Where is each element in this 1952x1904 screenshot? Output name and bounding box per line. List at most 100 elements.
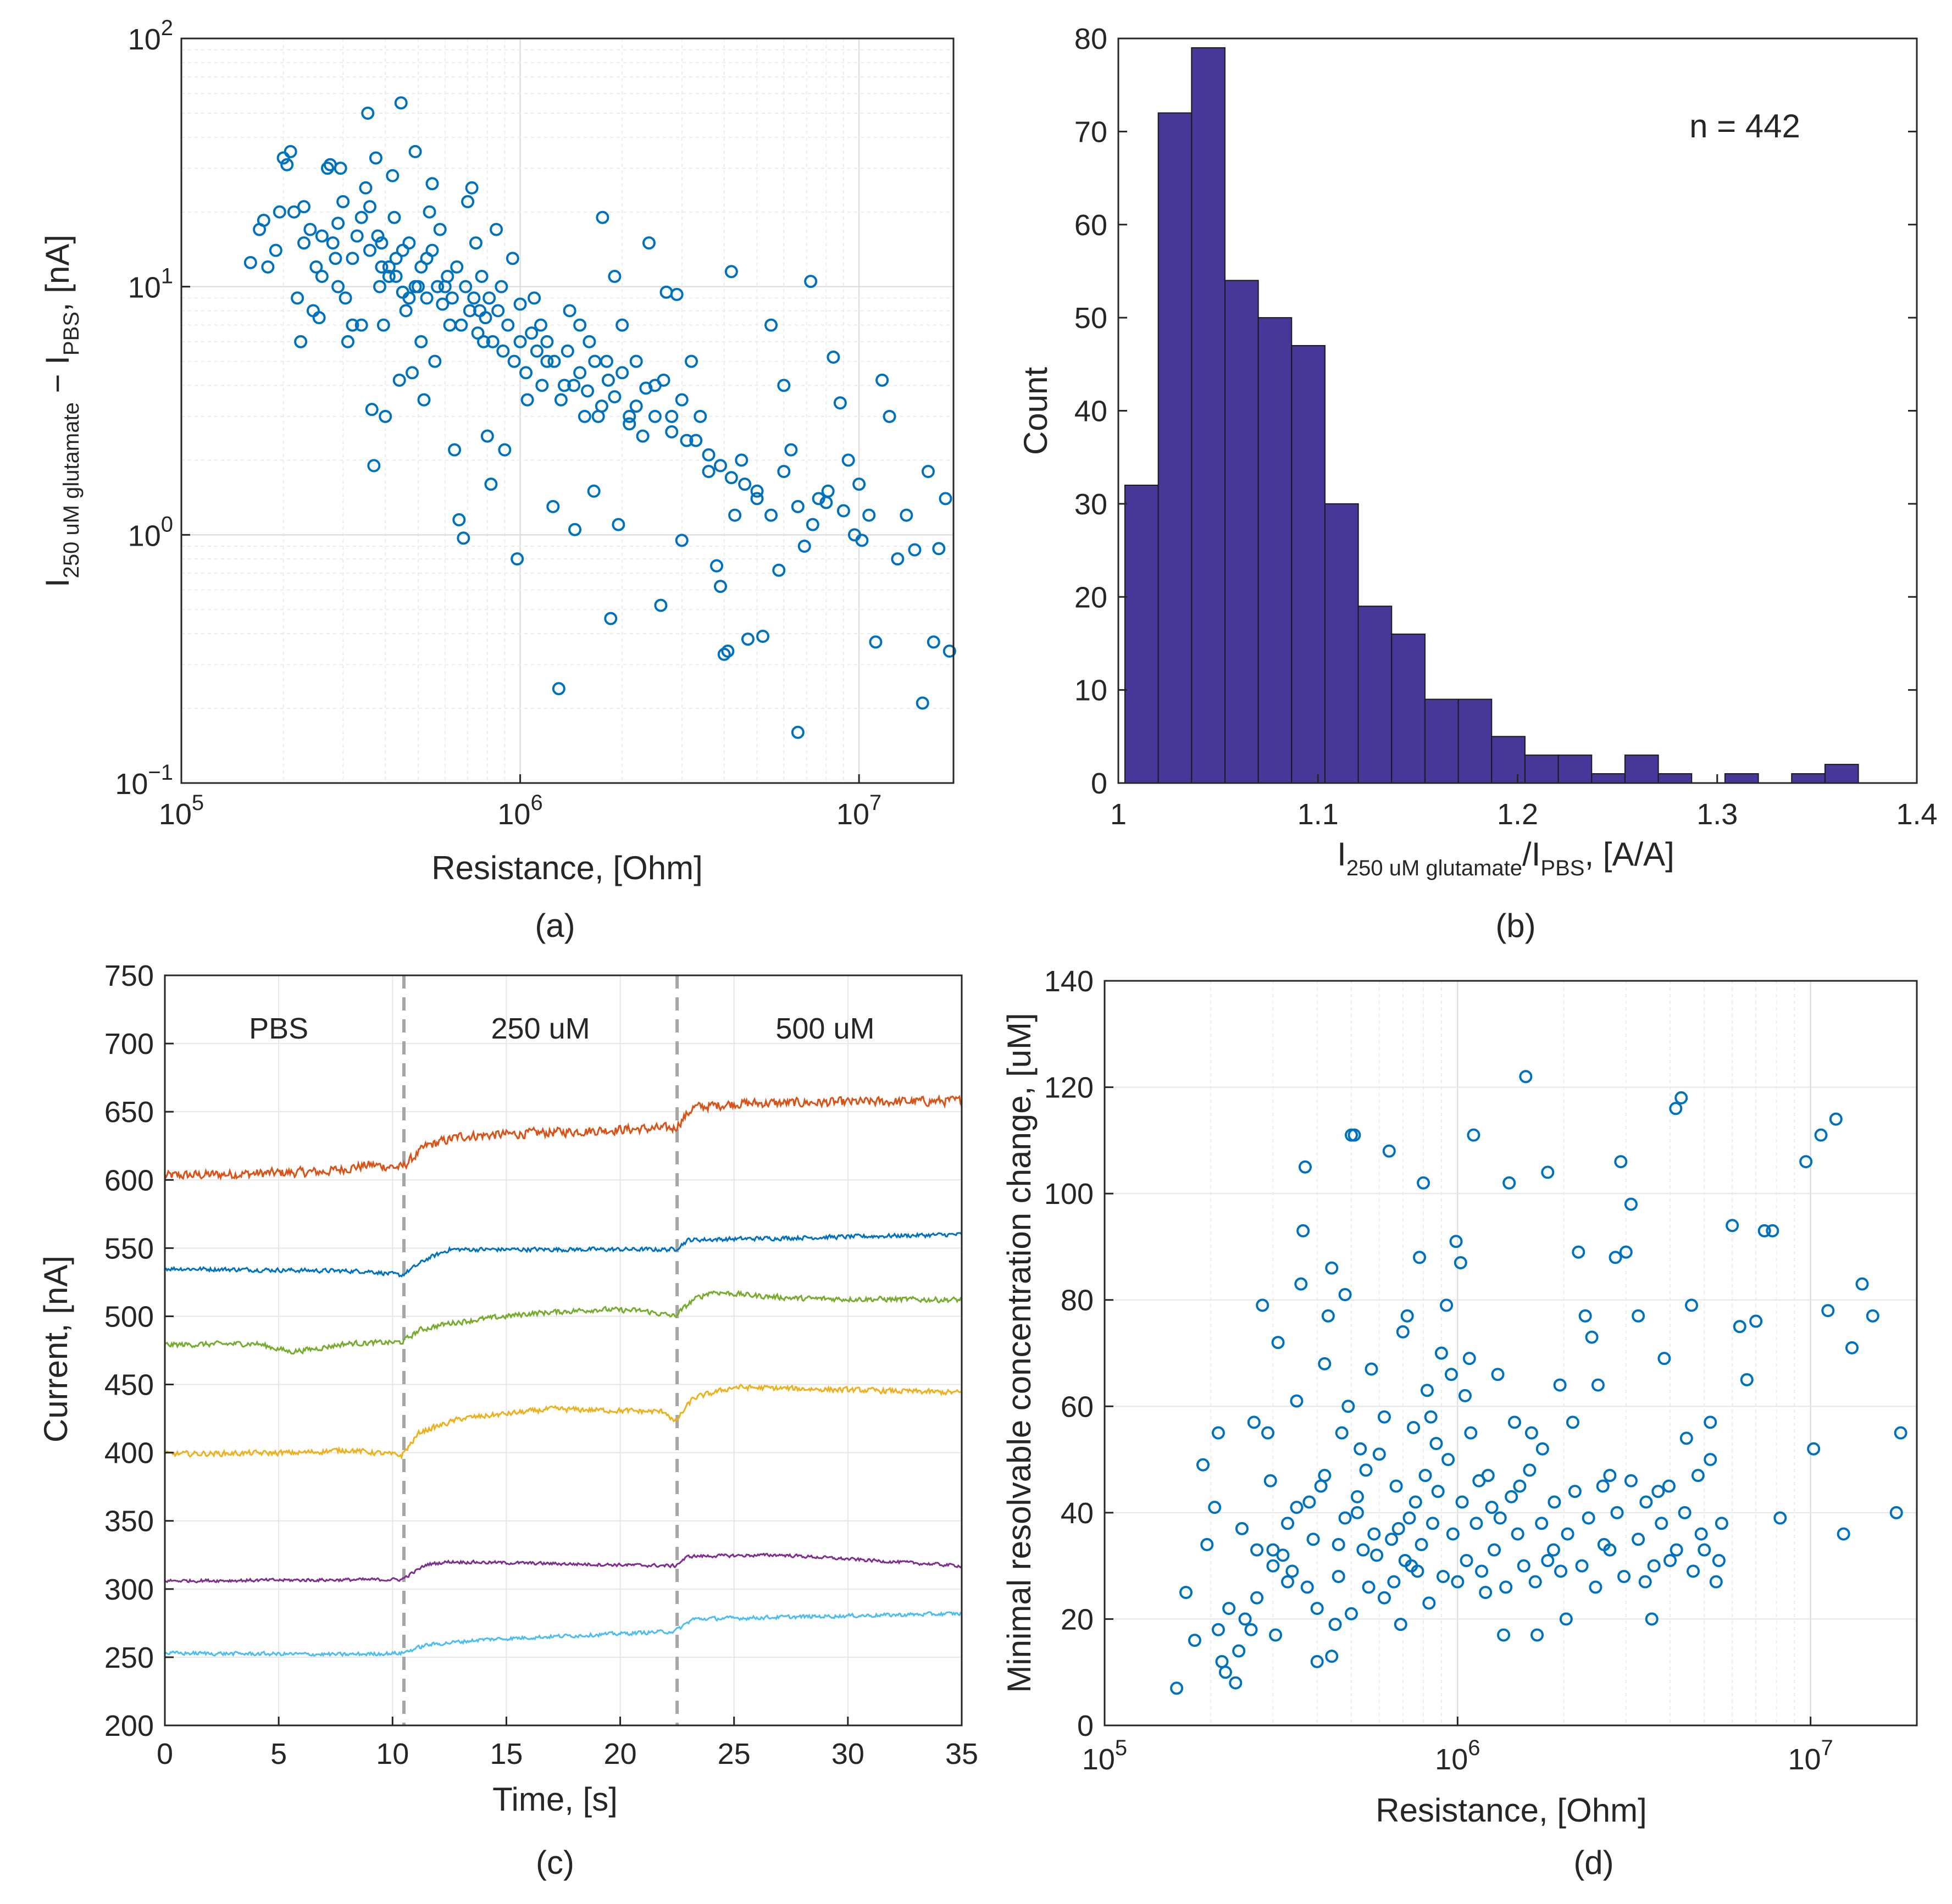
data-point xyxy=(1596,1479,1610,1493)
data-point xyxy=(513,335,527,348)
data-point xyxy=(1610,1506,1624,1519)
y-tick-label-d-5: 100 xyxy=(1044,1178,1094,1211)
histogram-bar xyxy=(1224,280,1259,784)
data-point xyxy=(287,205,301,219)
region-label-2: 500 uM xyxy=(775,1012,874,1045)
data-point xyxy=(1524,1426,1538,1440)
y-axis-label-b: Count xyxy=(1017,367,1054,455)
y-label-a-sub-glutamate: 250 uM glutamate xyxy=(59,402,84,578)
data-point xyxy=(1814,1128,1828,1142)
data-point xyxy=(1740,1373,1754,1386)
data-point xyxy=(1424,1410,1438,1424)
x-tick-label-d-2-exp: 7 xyxy=(1821,1736,1833,1760)
data-point xyxy=(454,318,468,332)
data-point xyxy=(496,344,510,358)
x-axis-label-d: Resistance, [Ohm] xyxy=(1376,1792,1647,1829)
y-tick-label-a-2: 101 xyxy=(128,264,173,304)
y-tick-label-a-0: 10−1 xyxy=(115,761,173,801)
y-tick-label-c-3: 350 xyxy=(104,1505,154,1538)
data-point xyxy=(483,291,496,305)
data-point xyxy=(1391,1522,1405,1535)
data-point xyxy=(309,260,323,274)
data-point xyxy=(389,269,403,283)
y-axis-label-a: I250 uM glutamate − IPBS, [nA] xyxy=(39,235,84,587)
y-tick-label-b-5: 50 xyxy=(1074,302,1107,335)
x-tick-label-a-2: 107 xyxy=(836,791,881,831)
data-point xyxy=(1655,1517,1668,1530)
data-point xyxy=(728,508,742,522)
data-point xyxy=(1290,1394,1304,1408)
data-point xyxy=(713,580,727,593)
x-label-b-unit: , [A/A] xyxy=(1584,836,1674,873)
data-point xyxy=(578,409,591,423)
data-point xyxy=(1507,1415,1521,1429)
data-point xyxy=(475,269,489,283)
data-point xyxy=(772,563,786,577)
data-point xyxy=(1575,1559,1589,1573)
data-point xyxy=(480,429,494,443)
y-tick-label-d-1: 20 xyxy=(1061,1603,1094,1636)
data-point xyxy=(1679,1431,1693,1445)
data-point xyxy=(797,540,811,553)
histogram-bar xyxy=(1524,754,1559,784)
data-point xyxy=(297,200,311,214)
data-point xyxy=(1499,1580,1513,1594)
data-point xyxy=(1347,1128,1361,1142)
data-point xyxy=(1188,1634,1201,1647)
data-point xyxy=(1460,1553,1473,1567)
y-tick-label-a-3: 102 xyxy=(128,16,173,56)
data-point xyxy=(1446,1527,1460,1541)
data-point xyxy=(1420,1384,1434,1397)
trace-yellow xyxy=(164,1383,962,1460)
x-tick-label-a-2-base: 10 xyxy=(836,798,869,831)
data-point xyxy=(1310,1655,1324,1668)
data-point xyxy=(329,252,342,265)
data-point xyxy=(1250,1591,1264,1605)
data-point xyxy=(1493,1511,1507,1525)
data-point xyxy=(1726,1219,1739,1233)
data-point xyxy=(1332,1537,1345,1551)
trace-green xyxy=(164,1290,963,1355)
x-tick-label-d-0-base: 10 xyxy=(1082,1743,1115,1776)
y-tick-label-a-3-exp: 2 xyxy=(161,16,173,40)
data-point xyxy=(1845,1341,1859,1355)
y-tick-label-c-0: 200 xyxy=(104,1709,154,1742)
y-tick-label-a-1-exp: 0 xyxy=(161,512,173,536)
y-tick-label-a-1-base: 10 xyxy=(128,519,161,552)
x-tick-label-c-7: 35 xyxy=(945,1738,978,1770)
data-point xyxy=(563,304,576,318)
data-point xyxy=(1674,1091,1688,1104)
x-tick-label-c-1: 5 xyxy=(270,1738,287,1770)
x-tick-label-b-0: 1 xyxy=(1110,798,1127,831)
plot-area-a xyxy=(181,38,953,783)
data-point xyxy=(1328,1618,1342,1631)
data-point xyxy=(369,151,382,165)
data-point xyxy=(1467,1128,1480,1142)
data-point xyxy=(1332,1570,1345,1583)
data-point xyxy=(303,223,317,236)
data-point xyxy=(1479,1586,1493,1600)
data-point xyxy=(1263,1474,1277,1487)
y-tick-label-b-4: 40 xyxy=(1074,395,1107,428)
data-point xyxy=(841,453,855,467)
data-point xyxy=(1335,1426,1349,1440)
y-tick-label-b-3: 30 xyxy=(1074,488,1107,521)
data-point xyxy=(1638,1575,1652,1589)
data-point xyxy=(530,344,544,358)
y-tick-label-a-2-exp: 1 xyxy=(161,264,173,288)
histogram-bars-b xyxy=(1124,47,1859,784)
data-point xyxy=(670,287,684,301)
data-point xyxy=(855,534,869,547)
data-point xyxy=(1362,1580,1376,1594)
data-point xyxy=(1519,1070,1533,1084)
data-point xyxy=(1300,1580,1314,1594)
data-point xyxy=(1238,1612,1252,1626)
data-point xyxy=(735,453,748,467)
y-tick-label-b-2: 20 xyxy=(1074,581,1107,614)
data-point xyxy=(1651,1485,1665,1498)
data-point xyxy=(257,213,270,227)
x-tick-label-c-6: 30 xyxy=(831,1738,864,1770)
data-point xyxy=(445,291,459,305)
data-point xyxy=(1441,1453,1455,1467)
